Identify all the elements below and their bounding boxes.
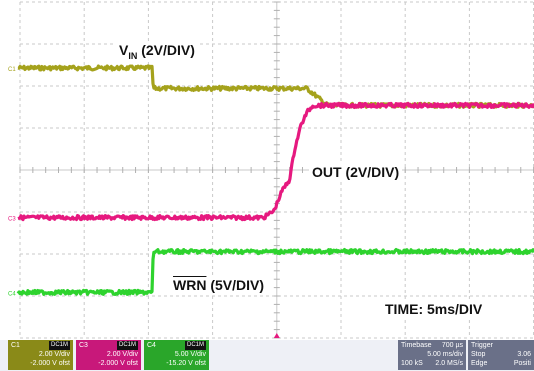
channel-marker-c1: C1 — [8, 67, 16, 73]
traces — [16, 64, 534, 296]
channel-c4-box[interactable]: C4 DC1M 5.00 V/div -15.20 V ofst — [144, 340, 209, 370]
trigger-box[interactable]: Trigger Stop 3.06 Edge Positi — [468, 340, 534, 370]
vin-label: VIN (2V/DIV) — [116, 42, 198, 61]
channel-marker-c3: C3 — [8, 217, 16, 223]
out-label: OUT (2V/DIV) — [309, 164, 403, 181]
channel-marker-c4: C4 — [8, 291, 16, 297]
trace-wrn — [16, 248, 534, 296]
trace-out — [17, 101, 534, 222]
channel-markers: C1 C3 C4 — [8, 67, 280, 338]
plot-area: C1 C3 C4 — [8, 1, 534, 339]
trigger-marker — [273, 333, 280, 338]
trace-v-in — [17, 64, 534, 110]
channel-c3-box[interactable]: C3 DC1M 2.00 V/div -2.000 V ofst — [76, 340, 141, 370]
channel-c1-box[interactable]: C1 DC1M 2.00 V/div -2.000 V ofst — [8, 340, 73, 370]
grid — [19, 1, 534, 339]
time-label: TIME: 5ms/DIV — [382, 301, 486, 318]
timebase-box[interactable]: Timebase 700 µs 5.00 ms/div 100 kS 2.0 MS/… — [398, 340, 466, 370]
wrn-label: WRN (5V/DIV) — [170, 277, 268, 294]
